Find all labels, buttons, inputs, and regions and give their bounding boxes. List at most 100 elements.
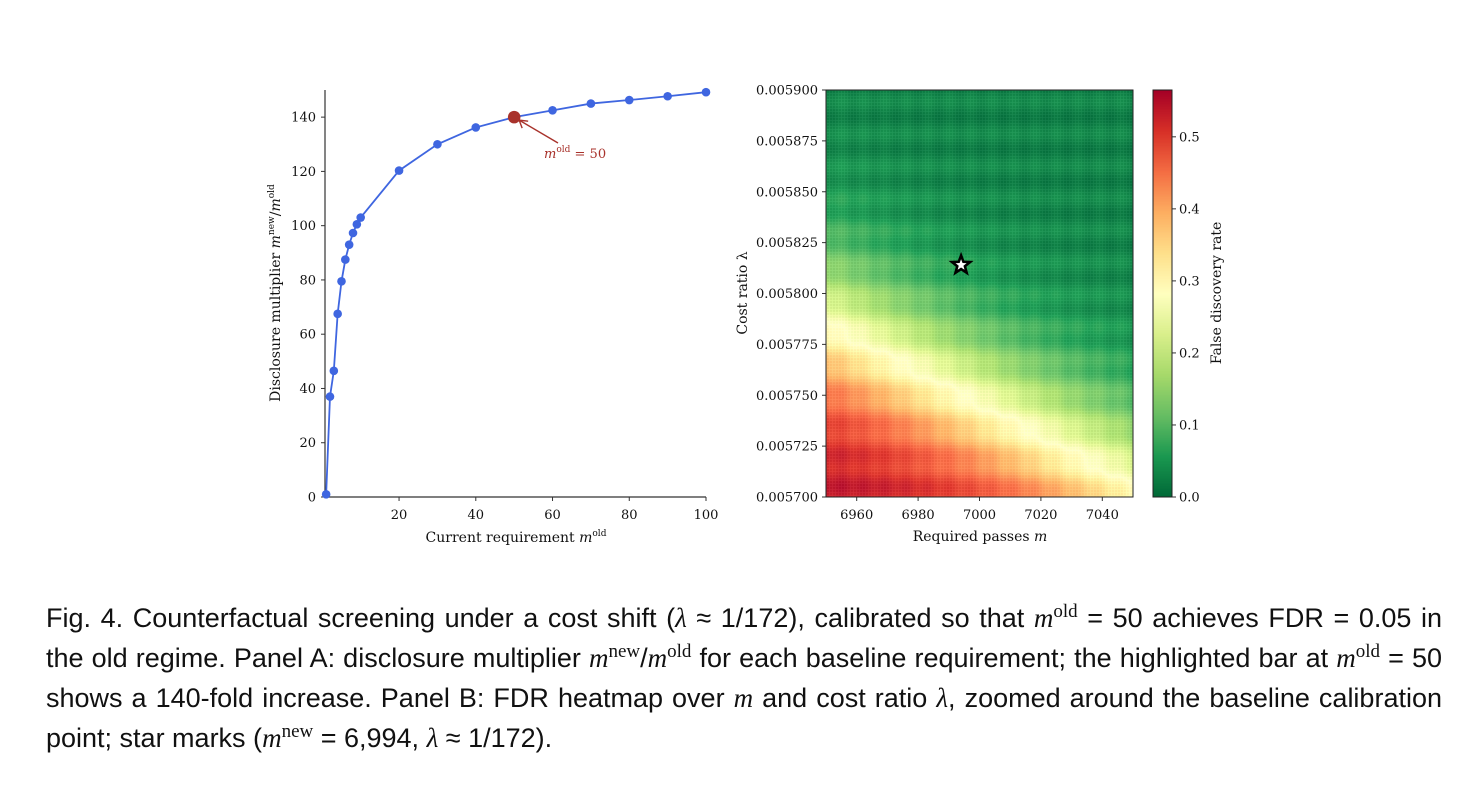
figure-caption: Fig. 4. Counterfactual screening under a…	[46, 598, 1442, 758]
y-tick-label: 0.005775	[756, 338, 818, 353]
panel-b-x-ticks: 6960 6980 7000 7020 7040	[840, 497, 1119, 523]
caption-text: ≈ 1/172), calibrated so that	[686, 603, 1034, 633]
panel-a-x-axis-label: Current requirement mold	[426, 529, 607, 546]
x-label-var: m	[579, 530, 592, 546]
data-point	[624, 95, 634, 105]
caption-text: = 50 achieves FDR = 0.05 in the old regi…	[46, 603, 1442, 673]
colorbar-tick-label: 0.1	[1179, 418, 1200, 433]
annotation-var: m	[544, 147, 556, 162]
highlight-annotation: mold = 50	[518, 119, 606, 162]
caption-sup: new	[608, 641, 641, 662]
y-tick-label: 0.005850	[756, 185, 818, 200]
panel-a-y-ticks: 0 20 40 60 80 100 120 140	[291, 111, 325, 506]
y-tick-label: 0.005700	[756, 491, 818, 506]
annotation-arrow-head	[518, 119, 529, 129]
caption-text: , zoomed around the baseline calibration…	[46, 683, 1442, 753]
x-tick-label: 7040	[1086, 508, 1119, 523]
x-tick-label: 100	[694, 508, 719, 523]
x-tick-label: 20	[391, 508, 408, 523]
y-tick-label: 120	[291, 165, 316, 180]
x-tick-label: 7020	[1024, 508, 1057, 523]
caption-text: = 50 shows a 140-fold increase. Panel B:…	[46, 643, 1443, 713]
colorbar-tick-label: 0.5	[1179, 130, 1200, 145]
annotation-rest: = 50	[570, 147, 606, 162]
data-point	[321, 489, 331, 499]
data-point	[341, 255, 350, 264]
y-tick-label: 80	[299, 273, 316, 288]
y-tick-label: 140	[291, 111, 316, 126]
y-tick-label: 100	[291, 219, 316, 234]
y-label-var2: m	[268, 198, 284, 211]
y-tick-label: 60	[299, 328, 316, 343]
y-label-text: Disclosure multiplier	[268, 248, 284, 401]
panel-b-y-axis-label: Cost ratio λ	[735, 251, 751, 334]
x-label-text: Current requirement	[426, 530, 580, 546]
x-tick-label: 80	[621, 508, 638, 523]
colorbar-image	[1153, 90, 1172, 497]
x-tick-label: 40	[468, 508, 485, 523]
caption-text: ≈ 1/172).	[438, 723, 553, 753]
x-tick-label: 7000	[963, 508, 996, 523]
figure: 20 40 60 80 100 0 20 40 60 80 100 120 140 mold = 50…	[267, 84, 1225, 547]
multiplier-series-line	[325, 91, 707, 495]
caption-text: for each baseline requirement; the highl…	[691, 643, 1337, 673]
colorbar-tick-label: 0.4	[1179, 202, 1200, 217]
y-label-sup1: new	[267, 216, 277, 235]
x-label-text: Required passes	[913, 529, 1034, 545]
y-tick-label: 0.005825	[756, 236, 818, 251]
y-label-slash: /	[268, 211, 284, 216]
panel-b-y-ticks: 0.005700 0.005725 0.005750 0.005775 0.005800…	[756, 84, 826, 506]
y-tick-label: 0	[308, 491, 316, 506]
y-label-var1: m	[268, 235, 284, 248]
data-point	[325, 392, 335, 401]
colorbar-ticks: 0.0 0.1 0.2 0.3 0.4 0.5	[1172, 130, 1200, 506]
panel-a-y-axis-label: Disclosure multiplier mnew/mold	[267, 184, 284, 402]
data-point	[663, 91, 672, 101]
caption-math: λ	[675, 603, 687, 633]
caption-math: λ	[936, 683, 949, 713]
data-point	[701, 87, 711, 97]
caption-math: m	[647, 643, 668, 673]
data-point	[348, 228, 358, 238]
annotation-label: mold = 50	[544, 145, 606, 162]
panel-b-x-axis-label: Required passes m	[913, 529, 1048, 545]
data-point	[329, 366, 339, 376]
caption-math: m	[588, 643, 609, 673]
y-tick-label: 0.005725	[756, 440, 818, 455]
colorbar-label: False discovery rate	[1209, 222, 1225, 365]
caption-sup: old	[1053, 601, 1078, 622]
x-label-var: m	[1034, 529, 1047, 545]
caption-math: m	[733, 683, 754, 713]
caption-text: = 6,994,	[313, 723, 427, 753]
x-tick-label: 6960	[840, 508, 873, 523]
data-point	[433, 139, 442, 149]
multiplier-series-points	[321, 87, 711, 499]
x-label-sup: old	[592, 529, 606, 539]
y-tick-label: 0.005900	[756, 84, 818, 99]
caption-sup: new	[281, 721, 314, 742]
y-tick-label: 0.005800	[756, 287, 818, 302]
caption-sup: old	[1355, 641, 1380, 662]
data-point	[356, 213, 365, 222]
y-tick-label: 40	[299, 382, 316, 397]
caption-text: /	[640, 643, 648, 673]
y-label-sup2: old	[267, 184, 277, 198]
x-tick-label: 6980	[902, 508, 935, 523]
caption-math: λ	[426, 723, 439, 753]
y-tick-label: 20	[299, 436, 316, 451]
panel-a-x-ticks: 20 40 60 80 100	[391, 497, 719, 523]
data-point	[337, 276, 346, 286]
caption-text: and cost ratio	[753, 683, 937, 713]
caption-math: m	[1336, 643, 1356, 673]
y-tick-label: 0.005750	[756, 389, 818, 404]
data-point	[394, 166, 404, 175]
colorbar-tick-label: 0.2	[1179, 346, 1200, 361]
highlighted-data-point	[507, 110, 521, 124]
caption-math: m	[1033, 603, 1054, 633]
x-tick-label: 60	[544, 508, 561, 523]
caption-math: m	[262, 723, 282, 753]
data-point	[586, 99, 596, 108]
panel-a-axes	[324, 90, 706, 498]
